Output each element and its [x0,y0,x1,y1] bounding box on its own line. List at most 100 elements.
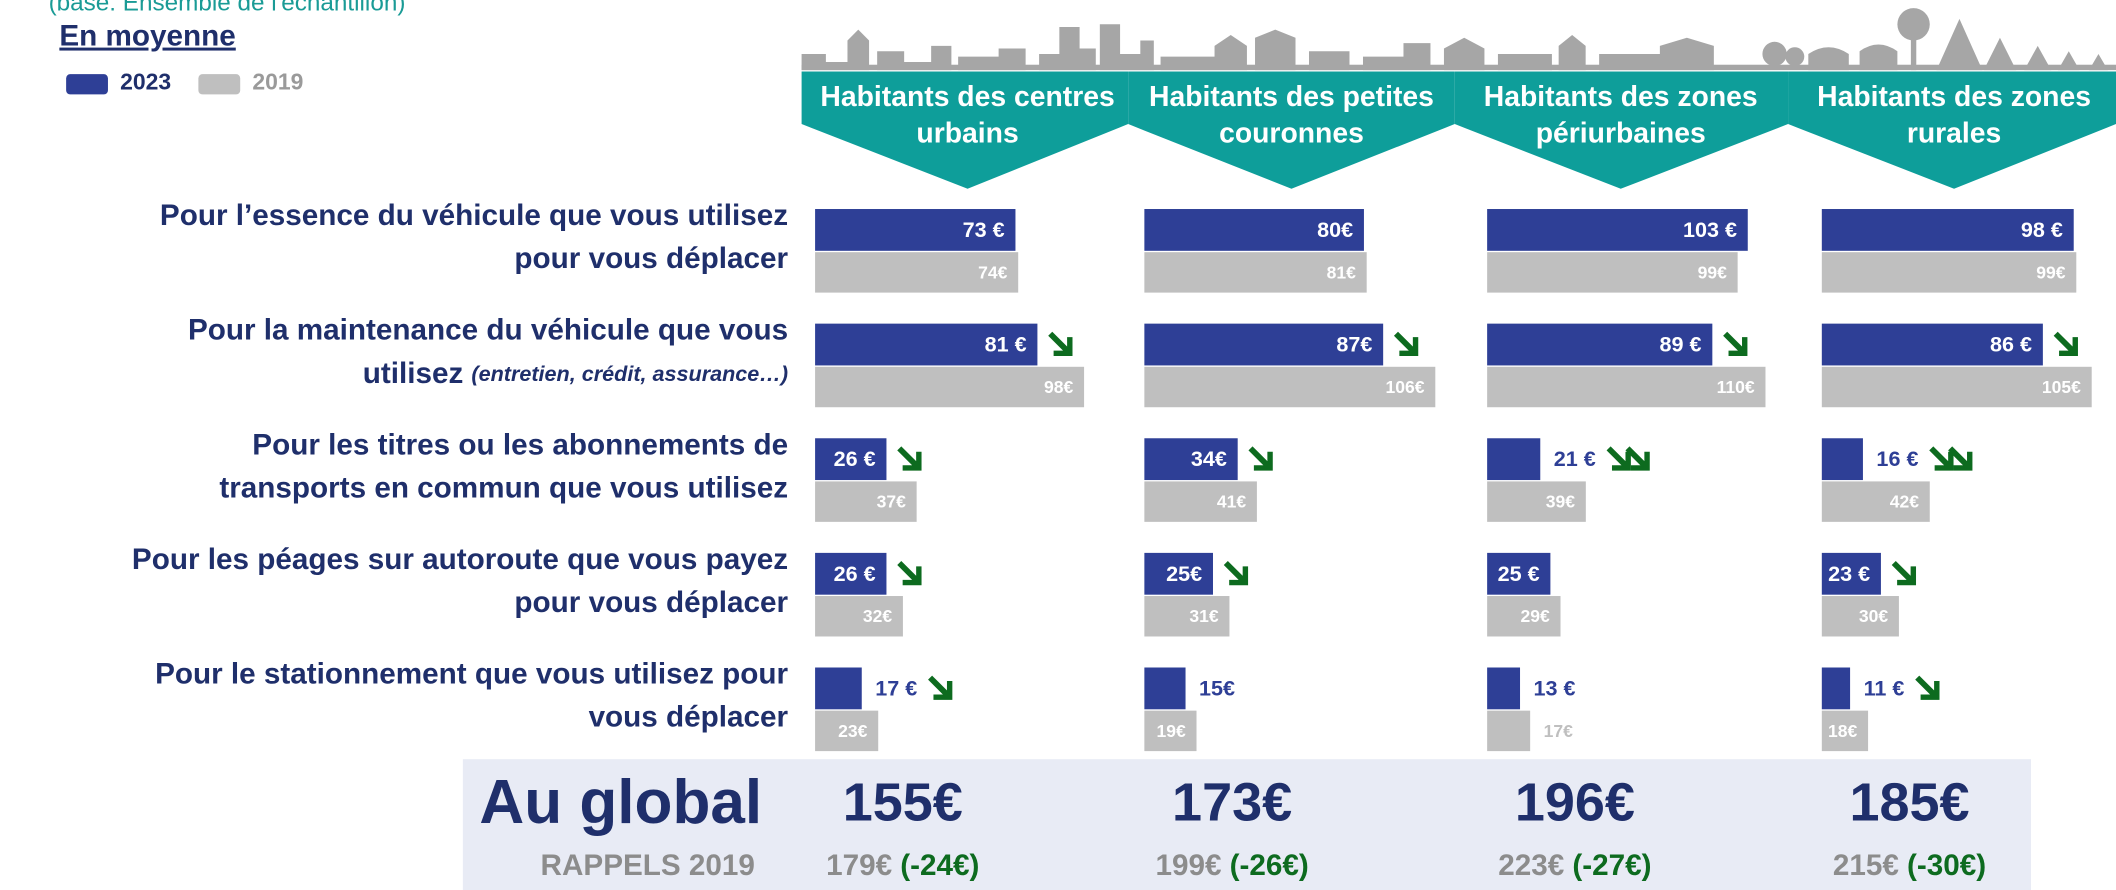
global-title: Au global [479,768,762,837]
value-label: 31€ [1189,606,1218,626]
recall: 199€(-26€) [1155,849,1308,882]
bar [1487,711,1530,751]
value-label: 89 € [1660,332,1702,357]
page: (base: Ensemble de l'échantillon) En moy… [0,0,2116,890]
infographic: (base: Ensemble de l'échantillon) En moy… [0,0,2116,890]
bar [1822,438,1863,480]
value-label: 74€ [978,262,1007,282]
row-label: vous déplacer [589,701,789,734]
value-label: 80€ [1317,217,1353,242]
total: 173€ [1172,773,1292,833]
trend-arrow [1224,561,1248,585]
legend-swatch [198,74,240,94]
bar [1822,668,1850,710]
value-label: 16 € [1876,446,1918,471]
recall-change: (-30€) [1907,849,1986,882]
value-label: 41€ [1217,492,1246,512]
bar [1144,668,1185,710]
trend-arrow [928,676,952,700]
row-label: Pour le stationnement que vous utilisez … [155,657,788,690]
panel-header: Habitants des zones [1484,81,1758,113]
row-label: Pour l’essence du véhicule que vous util… [160,199,788,232]
value-label: 87€ [1336,332,1372,357]
value-label: 98 € [2021,217,2063,242]
value-label: 25 € [1498,561,1540,586]
row-label: pour vous déplacer [514,242,788,275]
recall: 223€(-27€) [1498,849,1651,882]
row-label-line: utilisez [363,357,464,390]
recall-title: RAPPELS 2019 [541,849,755,882]
value-label: 17 € [875,675,917,700]
value-label: 26 € [834,561,876,586]
recall-change: (-24€) [900,849,979,882]
trend-arrow [897,446,921,470]
recall-value: 179€ [826,849,892,882]
row-label-line: Pour l’essence du véhicule que vous util… [160,199,788,232]
row-label: Pour les péages sur autoroute que vous p… [132,543,788,576]
bar [815,668,862,710]
row-label: transports en commun que vous utilisez [219,471,788,504]
row-label-line: transports en commun que vous utilisez [219,471,788,504]
panel-header: Habitants des centres [820,81,1114,113]
trend-arrow [1915,676,1939,700]
value-label: 11 € [1864,675,1905,700]
value-label: 42€ [1890,492,1919,512]
panel-header: périurbaines [1536,117,1706,149]
value-label: 23 € [1828,561,1870,586]
total: 185€ [1850,773,1970,833]
row-label-line: Pour la maintenance du véhicule que vous [188,314,788,347]
value-label: 81 € [985,332,1027,357]
value-label: 30€ [1859,606,1888,626]
trend-arrow [1892,561,1916,585]
trend-arrow [1723,332,1747,356]
value-label: 110€ [1717,377,1755,397]
value-label: 73 € [963,217,1005,242]
recall-value: 223€ [1498,849,1564,882]
row-label-line: Pour les péages sur autoroute que vous p… [132,543,788,576]
recall-change: (-26€) [1230,849,1309,882]
bar [1487,668,1520,710]
value-label: 98€ [1044,377,1073,397]
panel-header: rurales [1907,117,2001,149]
value-label: 23€ [838,721,867,741]
legend-title: En moyenne [59,20,235,53]
recall: 179€(-24€) [826,849,979,882]
value-label: 19€ [1156,721,1185,741]
row-label: utilisez (entretien, crédit, assurance…) [363,357,788,390]
value-label: 13 € [1534,675,1576,700]
subtitle: (base: Ensemble de l'échantillon) [49,0,406,16]
total: 196€ [1515,773,1635,833]
row-label-line: pour vous déplacer [514,586,788,619]
total: 155€ [843,773,963,833]
recall-change: (-27€) [1572,849,1651,882]
trend-arrow [1394,332,1418,356]
legend-label: 2023 [120,69,171,95]
panel-header: urbains [916,117,1018,149]
trend-arrow [2054,332,2078,356]
legend-swatch [66,74,108,94]
value-label: 37€ [877,492,906,512]
value-label: 86 € [1990,332,2032,357]
legend-label: 2019 [252,69,303,95]
value-label: 34€ [1191,446,1227,471]
recall-value: 215€ [1833,849,1899,882]
bar [1487,438,1540,480]
value-label: 15€ [1199,675,1235,700]
value-label: 81€ [1327,262,1356,282]
value-label: 103 € [1683,217,1737,242]
skyline [802,8,2116,70]
panel-header: Habitants des petites [1149,81,1434,113]
row-label-line: pour vous déplacer [514,242,788,275]
value-label: 99€ [1698,262,1727,282]
value-label: 21 € [1554,446,1596,471]
recall: 215€(-30€) [1833,849,1986,882]
value-label: 39€ [1546,492,1575,512]
row-note: (entretien, crédit, assurance…) [471,361,788,386]
value-label: 105€ [2042,377,2081,397]
trend-arrow [1248,446,1272,470]
value-label: 18€ [1828,721,1857,741]
value-label: 29€ [1520,606,1549,626]
row-label: Pour les titres ou les abonnements de [252,428,788,461]
row-label: Pour la maintenance du véhicule que vous [188,314,788,347]
panel-header: couronnes [1219,117,1364,149]
